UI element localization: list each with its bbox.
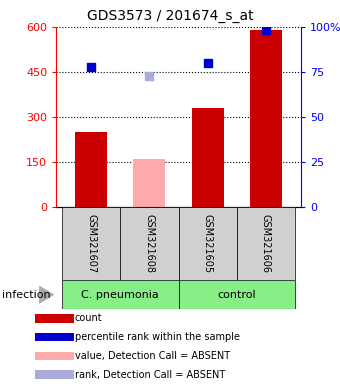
Text: GSM321607: GSM321607: [86, 214, 96, 273]
Bar: [178, 280, 295, 309]
Text: infection: infection: [2, 290, 50, 300]
Bar: [120, 207, 178, 280]
Text: GSM321605: GSM321605: [203, 214, 212, 273]
Text: count: count: [75, 313, 102, 323]
Bar: [75, 132, 107, 207]
Text: GSM321608: GSM321608: [144, 214, 154, 273]
Bar: [250, 30, 282, 207]
Bar: [133, 159, 165, 207]
Bar: [35, 352, 73, 360]
Bar: [62, 280, 178, 309]
Bar: [35, 333, 73, 341]
Bar: [178, 207, 237, 280]
Bar: [237, 207, 295, 280]
Text: rank, Detection Call = ABSENT: rank, Detection Call = ABSENT: [75, 370, 225, 380]
Bar: [62, 207, 120, 280]
Point: [147, 73, 152, 79]
Bar: [192, 108, 224, 207]
Bar: [35, 314, 73, 323]
Text: GSM321606: GSM321606: [261, 214, 271, 273]
Bar: [35, 371, 73, 379]
Text: percentile rank within the sample: percentile rank within the sample: [75, 332, 240, 342]
Point: [263, 27, 269, 33]
Text: control: control: [218, 290, 256, 300]
Text: GDS3573 / 201674_s_at: GDS3573 / 201674_s_at: [87, 9, 253, 23]
Text: C. pneumonia: C. pneumonia: [81, 290, 159, 300]
Text: value, Detection Call = ABSENT: value, Detection Call = ABSENT: [75, 351, 230, 361]
Point: [88, 63, 94, 70]
Polygon shape: [39, 286, 54, 304]
Point: [205, 60, 210, 66]
